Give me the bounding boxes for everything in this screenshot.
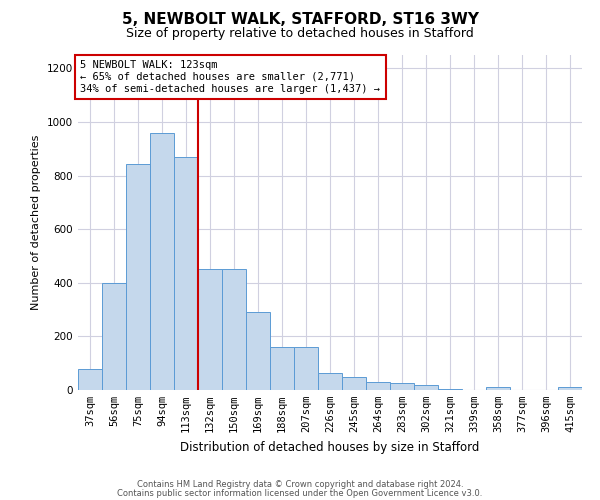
Bar <box>318 372 342 390</box>
Y-axis label: Number of detached properties: Number of detached properties <box>31 135 41 310</box>
Bar <box>174 157 198 390</box>
Bar <box>366 382 390 390</box>
Text: Contains HM Land Registry data © Crown copyright and database right 2024.: Contains HM Land Registry data © Crown c… <box>137 480 463 489</box>
Bar <box>198 270 222 390</box>
Bar <box>342 376 366 390</box>
Text: 5, NEWBOLT WALK, STAFFORD, ST16 3WY: 5, NEWBOLT WALK, STAFFORD, ST16 3WY <box>121 12 479 28</box>
Bar <box>438 388 462 390</box>
Text: Size of property relative to detached houses in Stafford: Size of property relative to detached ho… <box>126 28 474 40</box>
Bar <box>390 384 414 390</box>
Bar <box>414 384 438 390</box>
Bar <box>558 388 582 390</box>
Bar <box>150 132 174 390</box>
Text: 5 NEWBOLT WALK: 123sqm
← 65% of detached houses are smaller (2,771)
34% of semi-: 5 NEWBOLT WALK: 123sqm ← 65% of detached… <box>80 60 380 94</box>
Bar <box>294 347 318 390</box>
Bar <box>270 347 294 390</box>
Text: Contains public sector information licensed under the Open Government Licence v3: Contains public sector information licen… <box>118 488 482 498</box>
Bar <box>246 312 270 390</box>
Bar <box>126 164 150 390</box>
Bar <box>486 388 510 390</box>
Bar <box>102 283 126 390</box>
Bar <box>222 270 246 390</box>
Bar <box>78 368 102 390</box>
X-axis label: Distribution of detached houses by size in Stafford: Distribution of detached houses by size … <box>181 440 479 454</box>
